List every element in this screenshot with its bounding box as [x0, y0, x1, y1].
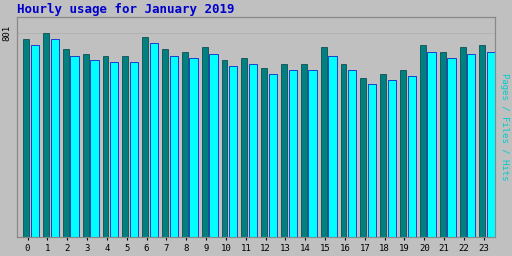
Bar [241, 58, 247, 237]
Bar [440, 51, 445, 237]
Bar [269, 74, 277, 237]
Bar [23, 39, 29, 237]
Bar [388, 80, 396, 237]
Bar [51, 39, 59, 237]
Bar [380, 74, 386, 237]
Bar [209, 54, 218, 237]
Bar [70, 56, 79, 237]
Bar [83, 54, 89, 237]
Bar [90, 60, 98, 237]
Bar [281, 64, 287, 237]
Bar [340, 64, 347, 237]
Bar [189, 58, 198, 237]
Bar [408, 76, 416, 237]
Bar [229, 66, 238, 237]
Bar [308, 70, 317, 237]
Bar [110, 62, 118, 237]
Bar [400, 70, 406, 237]
Bar [428, 51, 436, 237]
Bar [142, 37, 148, 237]
Bar [222, 60, 227, 237]
Bar [328, 56, 336, 237]
Bar [130, 62, 138, 237]
Bar [368, 84, 376, 237]
Bar [122, 56, 129, 237]
Text: Hourly usage for January 2019: Hourly usage for January 2019 [16, 3, 234, 16]
Bar [249, 64, 257, 237]
Bar [202, 47, 208, 237]
Bar [289, 70, 297, 237]
Bar [31, 45, 39, 237]
Bar [169, 56, 178, 237]
Bar [301, 64, 307, 237]
Bar [348, 70, 356, 237]
Bar [162, 49, 168, 237]
Bar [487, 51, 495, 237]
Y-axis label: Pages / Files / Hits: Pages / Files / Hits [500, 73, 509, 180]
Bar [360, 78, 366, 237]
Bar [321, 47, 327, 237]
Bar [420, 45, 426, 237]
Bar [479, 45, 485, 237]
Bar [150, 43, 158, 237]
Bar [43, 33, 49, 237]
Bar [261, 68, 267, 237]
Bar [63, 49, 69, 237]
Bar [102, 56, 109, 237]
Bar [447, 58, 456, 237]
Bar [460, 47, 465, 237]
Bar [182, 51, 188, 237]
Bar [467, 54, 476, 237]
